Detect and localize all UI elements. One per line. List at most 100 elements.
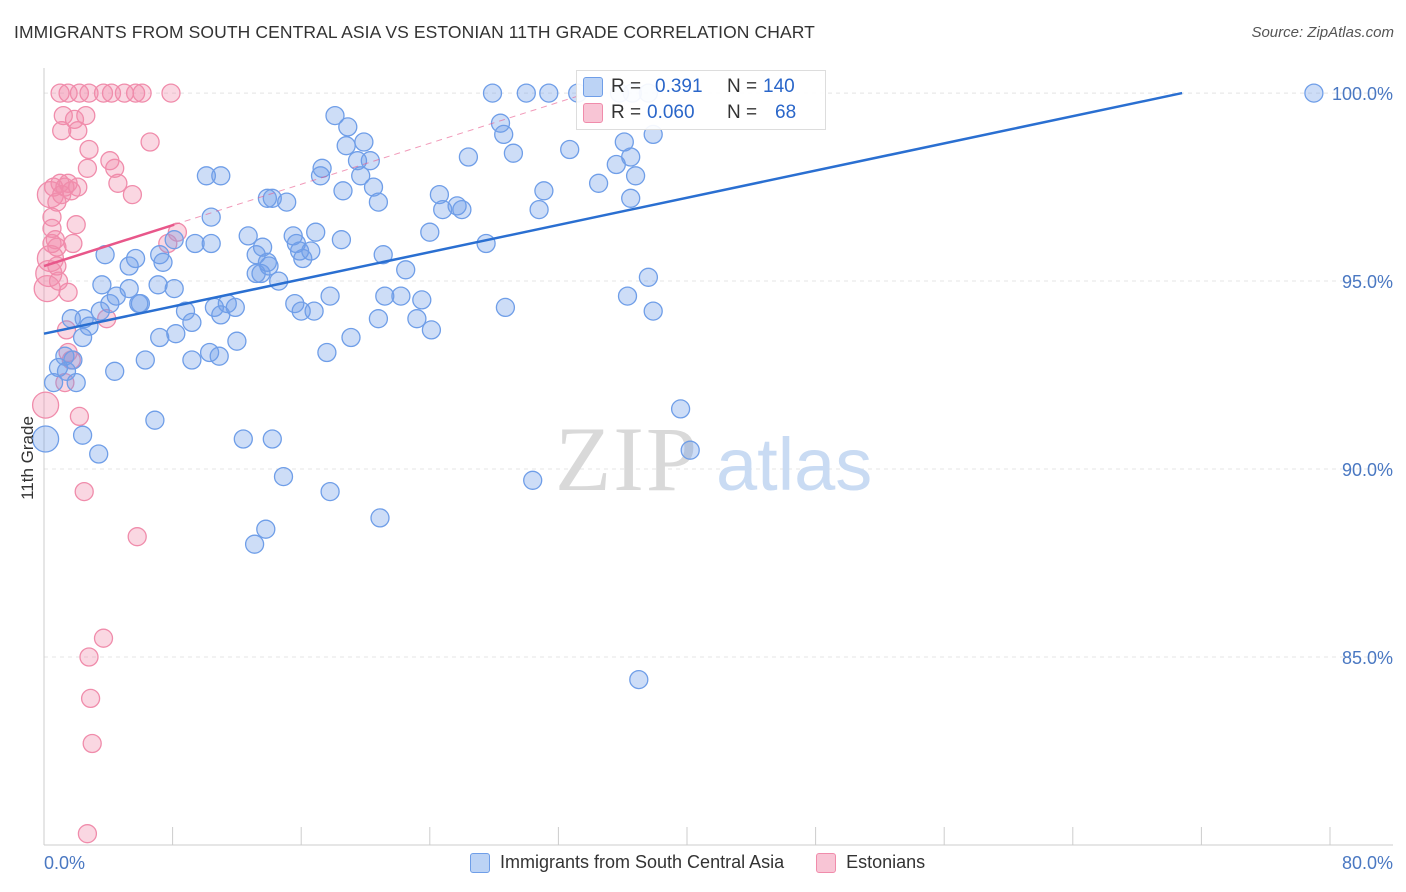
y-tick-labels: 85.0% 90.0% 95.0% 100.0% [1332, 84, 1393, 668]
south-central-asia-point-77 [368, 309, 389, 329]
south-central-asia-point-100 [534, 181, 554, 201]
south-central-asia-point-5 [66, 372, 86, 393]
south-central-asia-point-29 [201, 207, 221, 227]
south-central-asia-point-12 [100, 293, 120, 314]
south-central-asia-point-104 [482, 83, 503, 103]
axes [43, 68, 1393, 846]
south-central-asia-point-36 [209, 346, 229, 366]
stats-blue-n-value: 140 [763, 76, 795, 97]
south-central-asia-point-69 [336, 136, 356, 156]
south-central-asia-point-119 [523, 470, 543, 490]
chart-title: IMMIGRANTS FROM SOUTH CENTRAL ASIA VS ES… [14, 22, 815, 42]
south-central-asia-point-133 [320, 481, 340, 502]
estonians-point-27 [69, 406, 90, 427]
south-central-asia-point-23 [150, 245, 170, 265]
south-central-asia-point-67 [304, 301, 324, 321]
south-central-asia-point-54 [262, 188, 282, 208]
south-central-asia-point-16 [119, 256, 139, 276]
y-tick-label-1: 90.0% [1342, 460, 1393, 480]
series-legend: Immigrants from South Central Asia Eston… [470, 852, 957, 873]
south-central-asia-point-75 [368, 192, 389, 212]
south-central-asia-point-28 [201, 233, 221, 254]
south-central-asia-points [31, 83, 1324, 690]
south-central-asia-point-124 [1304, 83, 1324, 103]
estonians-point-22 [58, 282, 78, 302]
south-central-asia-point-42 [182, 312, 202, 333]
estonians-point-50 [74, 481, 94, 502]
y-tick-label-3: 100.0% [1332, 84, 1393, 104]
south-central-asia-point-88 [421, 320, 442, 340]
estonians-point-47 [125, 83, 146, 103]
south-central-asia-point-110 [621, 147, 641, 167]
south-central-asia-point-91 [433, 199, 453, 220]
south-central-asia-point-24 [164, 278, 184, 299]
legend-pink-label: Estonians [846, 852, 926, 872]
south-central-asia-point-129 [262, 429, 282, 449]
south-central-asia-point-74 [354, 132, 374, 152]
south-central-asia-point-39 [135, 350, 155, 370]
estonians-point-28 [52, 121, 72, 141]
south-central-asia-point-14 [92, 275, 112, 295]
south-central-asia-point-82 [338, 117, 358, 137]
south-central-asia-point-17 [119, 278, 139, 299]
estonians-point-0 [31, 391, 60, 419]
south-central-asia-point-126 [89, 444, 109, 464]
south-central-asia-point-89 [420, 222, 440, 242]
stats-pink-r-value: 0.060 [647, 102, 695, 123]
estonians-point-20 [66, 215, 86, 235]
estonians-point-53 [79, 647, 99, 667]
south-central-asia-point-81 [331, 230, 352, 250]
south-central-asia-point-64 [320, 286, 340, 306]
south-central-asia-point-1 [43, 372, 64, 393]
source-credit: Source: ZipAtlas.com [1251, 24, 1394, 41]
trend-line-0 [43, 91, 1183, 335]
south-central-asia-point-34 [227, 331, 247, 351]
south-central-asia-point-115 [643, 301, 663, 321]
south-central-asia-point-33 [225, 297, 245, 318]
south-central-asia-point-134 [370, 508, 390, 528]
south-central-asia-point-46 [246, 245, 266, 265]
south-central-asia-point-80 [317, 342, 337, 363]
south-central-asia-point-35 [199, 342, 220, 363]
estonians-point-43 [79, 83, 99, 103]
south-central-asia-point-111 [625, 166, 646, 186]
south-central-asia-point-72 [360, 151, 380, 171]
south-central-asia-point-131 [256, 519, 276, 539]
stats-legend: R = 0.391 N = 140 R = 0.060 N = 68 [576, 70, 826, 130]
south-central-asia-point-6 [63, 350, 83, 370]
x-tick-label-min: 0.0% [44, 853, 85, 873]
south-central-asia-point-101 [495, 297, 516, 318]
south-central-asia-point-38 [105, 361, 125, 381]
estonians-point-37 [108, 173, 128, 193]
south-central-asia-point-113 [617, 286, 638, 306]
south-central-asia-point-94 [458, 147, 479, 167]
south-central-asia-point-20 [129, 293, 149, 314]
south-central-asia-point-87 [412, 290, 432, 310]
south-central-asia-point-40 [150, 327, 170, 348]
stats-pink-n-value: 68 [775, 102, 797, 123]
south-central-asia-point-112 [621, 188, 641, 208]
south-central-asia-point-63 [312, 158, 332, 178]
south-central-asia-point-84 [391, 286, 411, 306]
south-central-asia-point-105 [560, 139, 580, 160]
estonians-point-55 [82, 733, 102, 754]
south-central-asia-point-71 [351, 166, 371, 186]
legend-blue-swatch [470, 852, 490, 873]
south-central-asia-point-73 [363, 177, 384, 197]
south-central-asia-point-93 [452, 199, 472, 220]
estonians-point-40 [50, 83, 70, 103]
estonians-point-19 [68, 177, 88, 197]
estonians-point-48 [132, 83, 152, 103]
watermark: ZIP atlas [555, 408, 872, 510]
south-central-asia-point-18 [125, 248, 146, 269]
south-central-asia-point-52 [269, 271, 289, 291]
stats-pink-n-label: N = [727, 102, 758, 123]
south-central-asia-point-11 [90, 301, 110, 321]
south-central-asia-point-68 [333, 181, 353, 201]
estonians-point-5 [42, 218, 62, 239]
south-central-asia-point-37 [182, 350, 202, 370]
watermark-zip: ZIP [555, 408, 699, 510]
south-central-asia-point-86 [407, 309, 427, 329]
estonians-point-32 [76, 105, 96, 126]
